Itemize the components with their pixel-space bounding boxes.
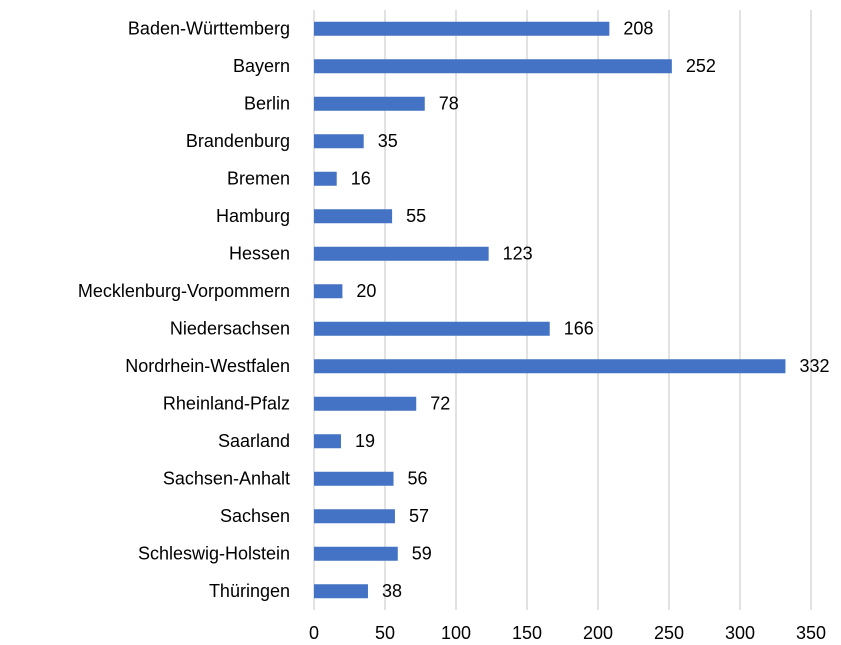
data-label: 166 — [564, 319, 594, 339]
bar — [314, 284, 343, 299]
x-tick-label: 50 — [375, 623, 395, 643]
data-label: 208 — [623, 19, 653, 39]
bar — [314, 246, 489, 261]
data-label: 332 — [799, 356, 829, 376]
bar — [314, 396, 417, 411]
bar — [314, 134, 364, 149]
data-label: 56 — [408, 469, 428, 489]
y-tick-label: Rheinland-Pfalz — [163, 394, 290, 414]
data-label: 55 — [406, 206, 426, 226]
data-label: 38 — [382, 581, 402, 601]
bar — [314, 434, 341, 449]
y-tick-label: Mecklenburg-Vorpommern — [78, 281, 290, 301]
data-label: 72 — [430, 394, 450, 414]
bar — [314, 546, 398, 561]
y-tick-label: Thüringen — [209, 581, 290, 601]
x-tick-label: 0 — [309, 623, 319, 643]
y-tick-label: Berlin — [244, 94, 290, 114]
bar — [314, 96, 425, 111]
bar — [314, 209, 393, 224]
y-tick-label: Hamburg — [216, 206, 290, 226]
y-tick-label: Baden-Württemberg — [128, 19, 290, 39]
bar — [314, 359, 786, 374]
data-label: 123 — [503, 244, 533, 264]
x-tick-label: 350 — [796, 623, 826, 643]
y-tick-label: Niedersachsen — [170, 319, 290, 339]
data-label: 20 — [356, 281, 376, 301]
bar — [314, 584, 368, 599]
y-tick-label: Bayern — [233, 56, 290, 76]
bar — [314, 321, 550, 336]
bar — [314, 171, 337, 186]
x-tick-label: 300 — [725, 623, 755, 643]
bar — [314, 59, 672, 74]
data-label: 78 — [439, 94, 459, 114]
y-tick-label: Nordrhein-Westfalen — [125, 356, 290, 376]
x-tick-label: 150 — [512, 623, 542, 643]
data-label: 57 — [409, 506, 429, 526]
y-tick-label: Schleswig-Holstein — [138, 544, 290, 564]
y-tick-label: Sachsen — [220, 506, 290, 526]
y-tick-label: Brandenburg — [186, 131, 290, 151]
data-label: 59 — [412, 544, 432, 564]
bar — [314, 509, 395, 524]
y-tick-label: Hessen — [229, 244, 290, 264]
y-tick-label: Sachsen-Anhalt — [163, 469, 290, 489]
data-label: 16 — [351, 169, 371, 189]
x-tick-label: 100 — [441, 623, 471, 643]
bar — [314, 471, 394, 486]
bar — [314, 21, 610, 36]
data-label: 19 — [355, 431, 375, 451]
data-label: 35 — [378, 131, 398, 151]
y-tick-label: Bremen — [227, 169, 290, 189]
x-tick-label: 200 — [583, 623, 613, 643]
data-label: 252 — [686, 56, 716, 76]
y-tick-label: Saarland — [218, 431, 290, 451]
x-tick-label: 250 — [654, 623, 684, 643]
